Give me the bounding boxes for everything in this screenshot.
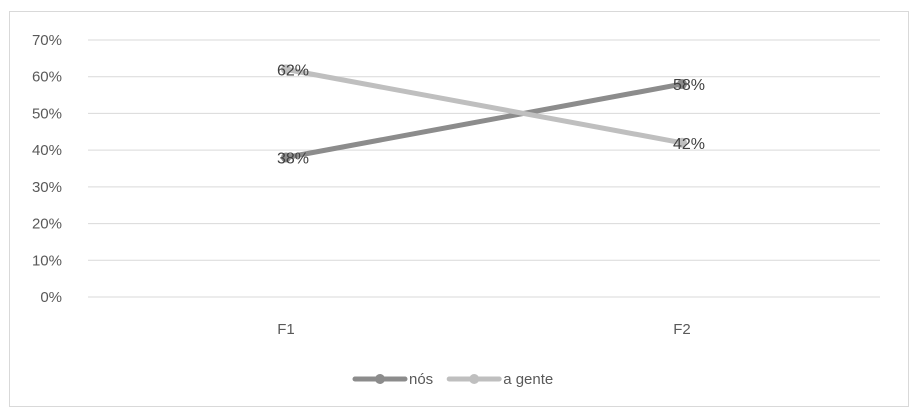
legend-marker bbox=[469, 374, 480, 384]
data-label: 42% bbox=[673, 136, 705, 153]
y-tick-label: 70% bbox=[32, 32, 62, 49]
legend-item: nós bbox=[352, 371, 433, 388]
y-tick-label: 20% bbox=[32, 216, 62, 233]
legend-label: a gente bbox=[503, 371, 553, 388]
gridlines bbox=[88, 39, 880, 298]
y-tick-label: 30% bbox=[32, 179, 62, 196]
data-point bbox=[281, 64, 291, 75]
series-line bbox=[283, 66, 685, 146]
x-tick-label: F1 bbox=[277, 321, 295, 338]
y-tick-label: 0% bbox=[40, 289, 62, 306]
data-point bbox=[677, 79, 687, 90]
legend: nós a gente bbox=[352, 371, 553, 388]
y-tick-label: 50% bbox=[32, 105, 62, 122]
x-tick-label: F2 bbox=[673, 321, 691, 338]
series-lines bbox=[281, 64, 687, 163]
data-labels: 38% 58% 62% 42% bbox=[277, 62, 705, 167]
y-tick-label: 10% bbox=[32, 252, 62, 269]
y-tick-label: 60% bbox=[32, 69, 62, 86]
data-point bbox=[677, 137, 687, 148]
legend-marker bbox=[375, 374, 385, 384]
legend-item: a gente bbox=[446, 371, 553, 388]
y-axis-tick-labels: 0% 10% 20% 30% 40% 50% 60% 70% bbox=[32, 32, 62, 306]
y-tick-label: 40% bbox=[32, 142, 62, 159]
data-label: 62% bbox=[277, 62, 309, 79]
legend-label: nós bbox=[409, 371, 433, 388]
data-label: 38% bbox=[277, 150, 309, 167]
data-label: 58% bbox=[673, 77, 705, 94]
data-point bbox=[281, 152, 291, 163]
x-axis-tick-labels: F1 F2 bbox=[277, 321, 691, 338]
series-line bbox=[283, 81, 685, 160]
